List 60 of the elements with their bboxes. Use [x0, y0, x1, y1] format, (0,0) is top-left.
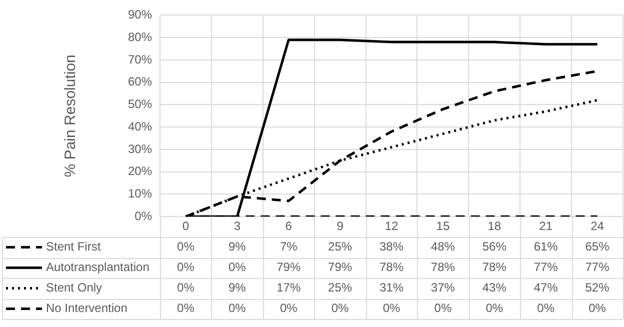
data-label: 31% [379, 280, 404, 295]
data-label: 47% [534, 280, 558, 295]
data-label: 0% [177, 240, 195, 254]
data-label: 52% [585, 280, 610, 295]
y-tick-label: 50% [128, 97, 152, 112]
y-tick-label: 70% [128, 52, 152, 66]
y-tick-label: 60% [128, 74, 152, 89]
data-label: 78% [379, 260, 404, 274]
x-tick-label: 3 [234, 219, 241, 234]
data-label: 48% [430, 240, 456, 254]
data-label: 17% [276, 280, 301, 295]
legend-label: Stent First [46, 240, 102, 254]
data-label: 0% [228, 301, 246, 316]
data-label: 77% [585, 260, 610, 274]
data-label: 9% [228, 280, 246, 295]
data-label: 0% [434, 301, 452, 316]
x-tick-label: 0 [182, 219, 190, 234]
data-label: 25% [328, 280, 352, 295]
y-tick-label: 40% [128, 119, 152, 134]
x-tick-label: 6 [285, 219, 292, 234]
x-tick-label: 21 [539, 219, 553, 234]
x-tick-label: 12 [384, 219, 398, 234]
data-label: 56% [482, 240, 507, 254]
y-tick-label: 10% [128, 186, 152, 201]
data-label: 9% [228, 240, 246, 254]
data-label: 79% [328, 260, 352, 274]
data-label: 79% [276, 260, 301, 274]
y-axis-title: % Pain Resolution [62, 54, 80, 178]
data-label: 0% [588, 301, 606, 316]
legend-label: Stent Only [46, 280, 102, 295]
data-label: 37% [430, 280, 456, 295]
x-tick-label: 15 [436, 219, 450, 234]
data-label: 0% [382, 301, 400, 316]
data-label: 0% [331, 301, 350, 316]
data-label: 0% [486, 301, 504, 316]
legend-label: Autotransplantation [46, 260, 150, 274]
y-tick-label: 90% [128, 8, 152, 22]
y-tick-label: 0% [134, 208, 152, 223]
data-label: 43% [482, 280, 507, 295]
x-tick-label: 18 [488, 219, 502, 234]
y-tick-label: 80% [128, 30, 152, 44]
data-label: 0% [280, 301, 298, 316]
data-label: 77% [534, 260, 558, 274]
data-label: 78% [430, 260, 456, 274]
data-label: 38% [379, 240, 404, 254]
data-label: 7% [280, 240, 298, 254]
data-label: 78% [482, 260, 507, 274]
data-label: 0% [537, 301, 555, 316]
data-label: 0% [228, 260, 246, 274]
y-tick-label: 20% [128, 164, 152, 178]
x-tick-label: 24 [590, 219, 604, 234]
data-label: 61% [534, 240, 558, 254]
x-tick-label: 9 [336, 219, 344, 234]
data-label: 0% [177, 280, 195, 295]
data-label: 25% [328, 240, 352, 254]
y-tick-label: 30% [128, 142, 152, 156]
data-label: 65% [585, 240, 610, 254]
data-label: 0% [177, 301, 195, 316]
data-label: 0% [177, 260, 195, 274]
legend-label: No Intervention [46, 301, 128, 316]
